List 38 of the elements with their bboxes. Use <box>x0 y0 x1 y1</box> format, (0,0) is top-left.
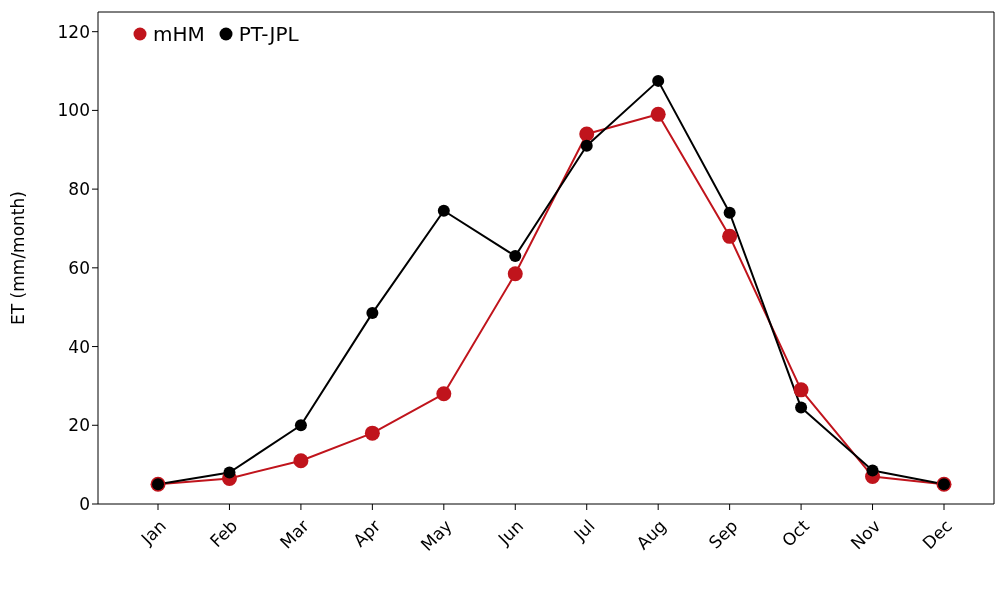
y-tick-label: 100 <box>57 100 90 121</box>
point <box>723 206 736 219</box>
point <box>294 419 307 432</box>
point <box>364 425 380 441</box>
y-tick-label: 80 <box>68 179 90 200</box>
point <box>650 106 666 122</box>
point <box>652 74 665 87</box>
x-tick-label: Oct <box>778 515 814 551</box>
y-tick-label: 60 <box>68 257 90 278</box>
y-axis-title: ET (mm/month) <box>8 191 29 325</box>
point <box>437 204 450 217</box>
point <box>795 401 808 414</box>
point <box>580 139 593 152</box>
legend-label: mHM <box>153 22 205 46</box>
x-tick-label: Jun <box>493 515 528 550</box>
point <box>579 126 595 142</box>
point <box>866 464 879 477</box>
x-tick-label: Nov <box>846 515 885 554</box>
x-tick-label: Feb <box>205 515 242 552</box>
point <box>293 453 309 469</box>
point <box>722 228 738 244</box>
point <box>507 266 523 282</box>
point <box>793 382 809 398</box>
x-tick-label: Jul <box>569 515 599 546</box>
point <box>509 250 522 263</box>
x-tick-label: Apr <box>349 515 385 551</box>
y-tick-label: 40 <box>68 336 90 357</box>
x-tick-label: Sep <box>704 515 742 553</box>
point <box>366 307 379 320</box>
y-tick-label: 20 <box>68 415 90 436</box>
y-tick-label: 0 <box>79 494 90 515</box>
point <box>436 386 452 402</box>
x-tick-label: Aug <box>632 515 671 554</box>
point <box>223 466 236 479</box>
legend-label: PT-JPL <box>238 22 299 46</box>
x-tick-label: Jan <box>136 515 170 550</box>
x-tick-label: Dec <box>918 515 956 554</box>
y-tick-label: 120 <box>57 21 90 42</box>
